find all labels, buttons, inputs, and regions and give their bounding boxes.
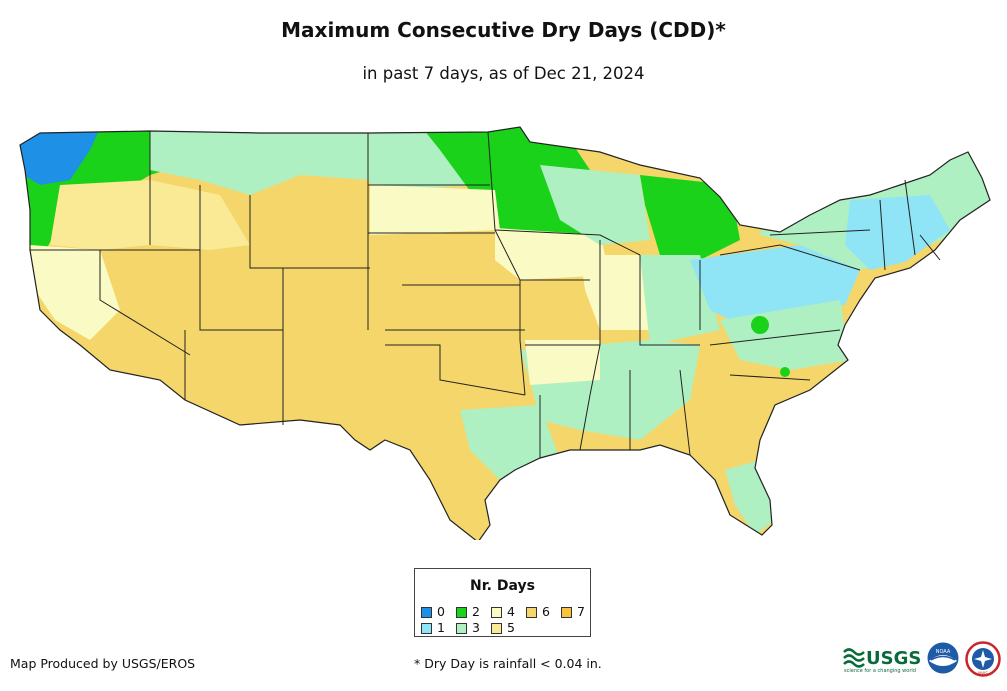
map-title: Maximum Consecutive Dry Days (CDD)*: [281, 18, 726, 42]
region-wa-coast-blue: [20, 128, 100, 185]
legend-label-3: 3: [472, 620, 480, 635]
state-borders: [30, 131, 941, 458]
nws-text: NWS: [978, 671, 988, 676]
legend-item-4: 4: [491, 605, 515, 618]
noaa-logo: NOAA: [927, 642, 959, 674]
legend-title: Nr. Days: [470, 578, 535, 594]
region-mn-green: [420, 127, 600, 240]
region-illinois-pale: [580, 255, 650, 330]
region-michigan-green: [640, 175, 740, 260]
legend-label-4: 4: [507, 604, 515, 619]
legend-item-1: 1: [421, 621, 445, 634]
legend-label-1: 1: [437, 620, 445, 635]
region-midatlantic-light: [720, 300, 850, 370]
legend-swatch-6: [526, 607, 537, 618]
usgs-tagline: science for a changing world: [844, 668, 916, 674]
legend-item-3: 3: [456, 621, 480, 634]
legend-label-0: 0: [437, 604, 445, 619]
legend-label-2: 2: [472, 604, 480, 619]
legend-label-5: 5: [507, 620, 515, 635]
legend-label-6: 6: [542, 604, 550, 619]
region-ca-coast-pale: [30, 245, 120, 340]
region-va-green-spot: [751, 316, 769, 334]
agency-logos: USGS science for a changing world NOAA N…: [840, 638, 1005, 678]
noaa-text: NOAA: [936, 649, 951, 655]
region-newengland-cyan: [845, 195, 950, 270]
legend-item-0: 0: [421, 605, 445, 618]
legend-swatch-0: [421, 607, 432, 618]
legend-swatch-7: [561, 607, 572, 618]
legend-item-2: 2: [456, 605, 480, 618]
us-outline: [19, 126, 991, 540]
region-wisconsin-light: [540, 165, 650, 245]
region-arkansas-pale: [525, 340, 600, 385]
map-credit: Map Produced by USGS/EROS: [10, 656, 196, 671]
nws-logo: NWS: [965, 641, 1001, 677]
region-montana-light: [150, 127, 370, 195]
usgs-wordmark: USGS: [866, 648, 921, 669]
usgs-logo: USGS science for a changing world: [843, 648, 921, 674]
legend-item-5: 5: [491, 621, 515, 634]
region-iowa-pale: [495, 228, 610, 280]
legend-swatch-5: [491, 623, 502, 634]
region-sd-pale: [370, 185, 500, 235]
legend-item-7: 7: [561, 605, 585, 618]
footnote: * Dry Day is rainfall < 0.04 in.: [414, 656, 602, 671]
legend-item-6: 6: [526, 605, 550, 618]
legend-swatch-4: [491, 607, 502, 618]
legend-swatch-2: [456, 607, 467, 618]
legend-label-7: 7: [577, 604, 585, 619]
map-subtitle: in past 7 days, as of Dec 21, 2024: [362, 64, 645, 83]
legend-swatch-3: [456, 623, 467, 634]
cdd-map: [19, 126, 991, 540]
legend: Nr. Days 0 1 2 3 4 5 6 7: [414, 568, 591, 637]
region-nc-green-spot: [780, 367, 790, 377]
legend-swatch-1: [421, 623, 432, 634]
